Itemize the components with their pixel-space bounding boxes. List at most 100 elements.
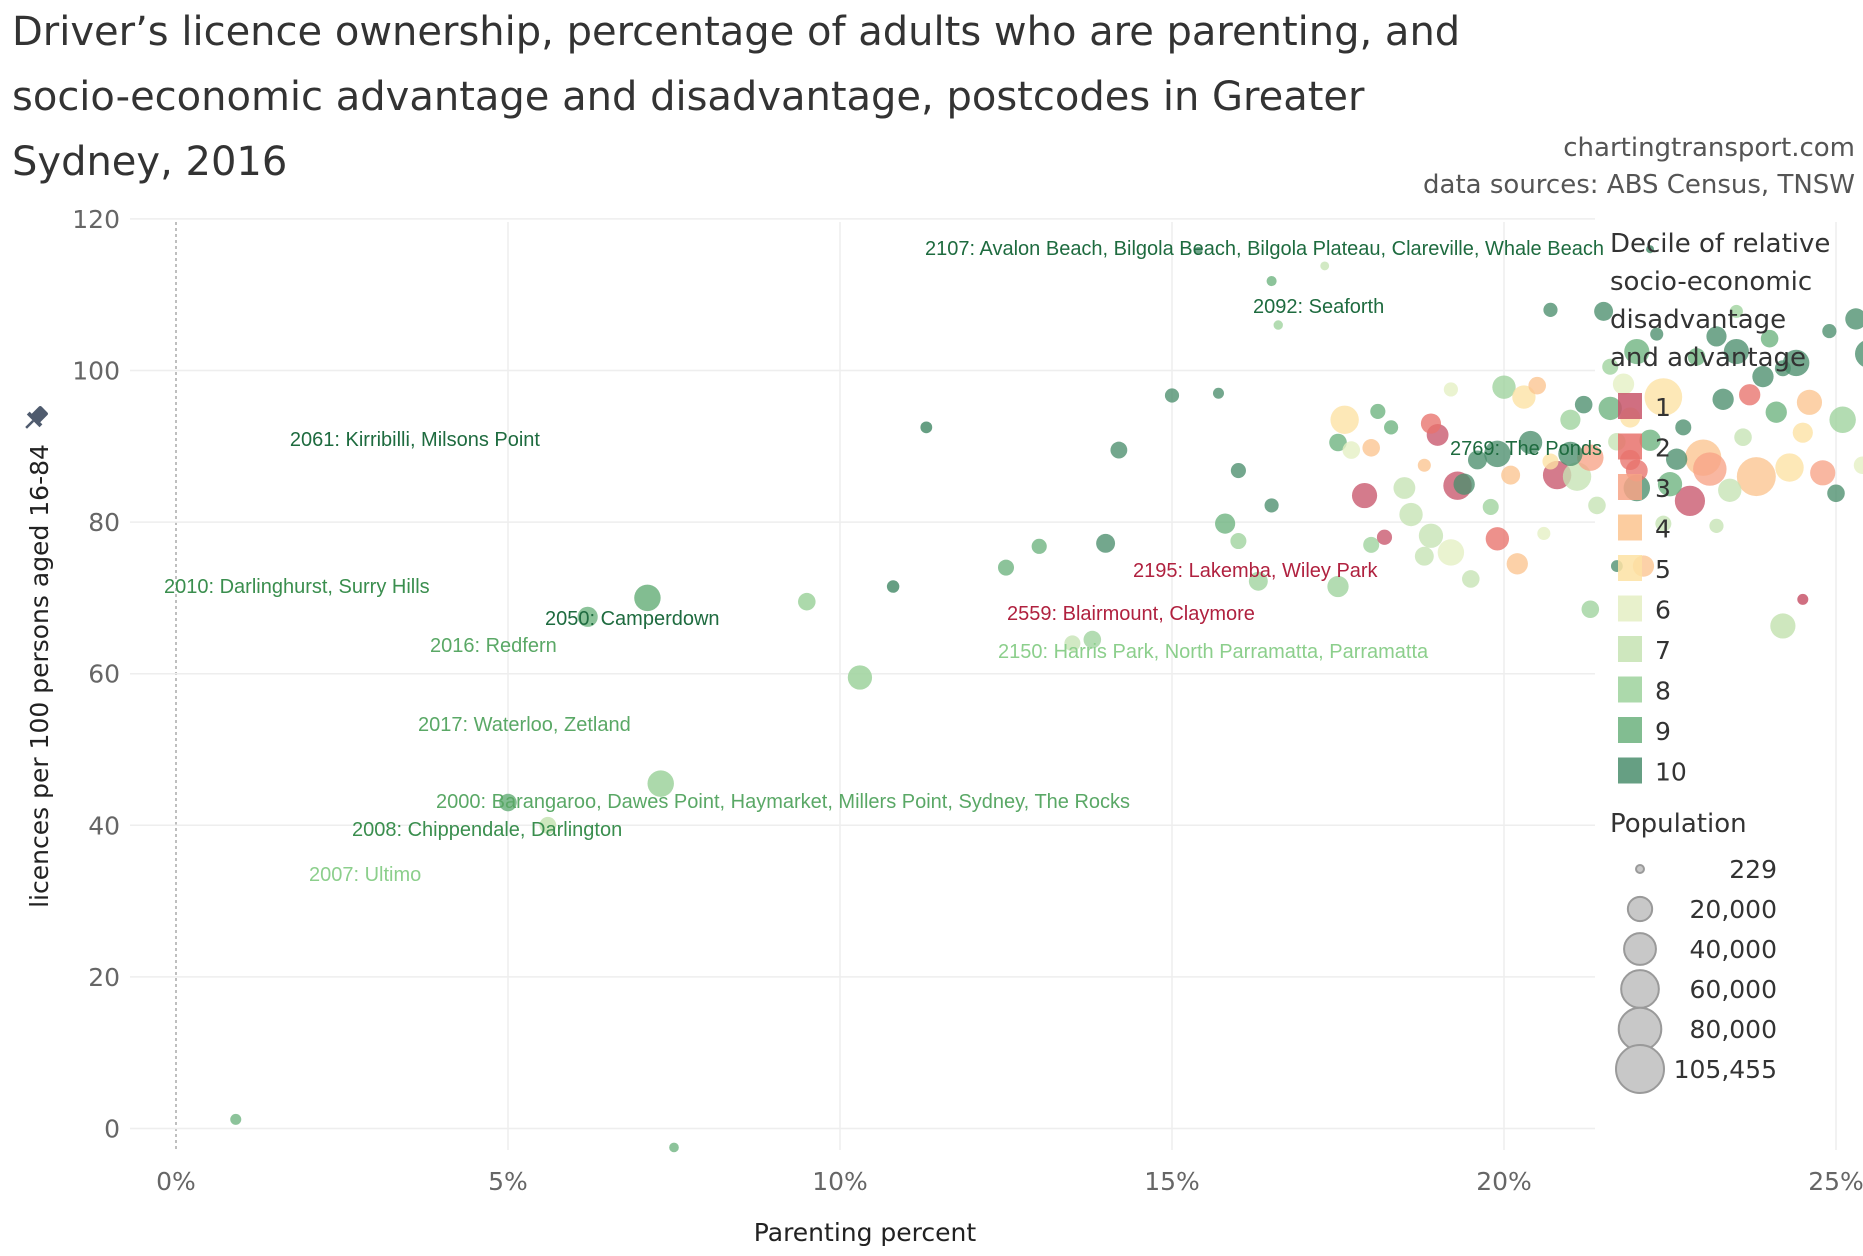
- data-point: [1693, 452, 1727, 486]
- data-point: [1031, 538, 1047, 554]
- data-point: [1482, 498, 1499, 515]
- data-point: [1370, 403, 1386, 420]
- size-legend-label: 20,000: [1690, 895, 1777, 924]
- data-point: [669, 1142, 679, 1153]
- labeled-point: [847, 665, 873, 690]
- chart-title-line-1: Driver’s licence ownership, percentage o…: [12, 9, 1460, 55]
- point-label: 2150: Harris Park, North Parramatta, Par…: [998, 641, 1429, 663]
- data-point: [1792, 422, 1813, 443]
- color-legend-swatch: [1618, 717, 1642, 743]
- x-axis-ticks: 0%5%10%15%20%25%30%35%40%: [156, 1167, 1863, 1196]
- color-legend: Decile of relative socio-economic disadv…: [1610, 229, 1830, 787]
- data-point: [1687, 348, 1706, 366]
- data-point: [1665, 448, 1688, 470]
- data-point: [1528, 376, 1546, 395]
- labeled-point: [1770, 613, 1796, 639]
- data-point: [1706, 326, 1727, 347]
- color-legend-swatch: [1618, 636, 1642, 662]
- data-point: [1765, 401, 1787, 423]
- point-label: 2017: Waterloo, Zetland: [418, 714, 631, 736]
- size-legend-circle: [1623, 932, 1657, 966]
- data-point: [1320, 261, 1330, 271]
- color-legend-title-4: and advantage: [1610, 343, 1806, 373]
- labeled-point: [1797, 593, 1809, 605]
- data-point: [1760, 329, 1779, 348]
- color-legend-label: 8: [1655, 677, 1671, 706]
- data-point: [1506, 553, 1528, 575]
- data-point: [1414, 546, 1434, 566]
- data-point: [1542, 453, 1559, 470]
- labeled-point: [1646, 245, 1655, 254]
- pin-icon[interactable]: [20, 403, 51, 434]
- credit-site: chartingtransport.com: [1563, 133, 1855, 163]
- data-point: [1562, 462, 1592, 491]
- data-point: [1230, 462, 1246, 479]
- color-legend-title-3: disadvantage: [1610, 305, 1786, 335]
- data-point: [1462, 570, 1480, 588]
- size-legend-label: 80,000: [1690, 1015, 1777, 1044]
- data-point: [1230, 533, 1247, 550]
- data-point: [1723, 338, 1749, 365]
- color-legend-title-2: socio-economic: [1610, 267, 1812, 297]
- color-legend-label: 4: [1655, 515, 1671, 544]
- color-legend-label: 2: [1655, 434, 1671, 463]
- chart-title-line-3: Sydney, 2016: [12, 139, 287, 185]
- data-point: [1674, 485, 1706, 516]
- labeled-point: [798, 592, 816, 611]
- data-point: [1376, 529, 1393, 545]
- y-tick-label: 60: [88, 660, 120, 689]
- data-point: [1453, 473, 1475, 495]
- data-point: [1709, 518, 1724, 533]
- data-point: [1822, 323, 1837, 339]
- chart-title-line-2: socio-economic advantage and disadvantag…: [12, 74, 1365, 120]
- size-legend-circle: [1617, 1006, 1663, 1052]
- data-point: [1164, 388, 1180, 403]
- data-point: [1384, 420, 1399, 435]
- x-tick-label: 20%: [1476, 1167, 1532, 1196]
- data-point: [1393, 477, 1416, 499]
- data-point: [1537, 526, 1551, 541]
- data-point: [1342, 441, 1361, 459]
- data-point: [1362, 439, 1380, 457]
- y-axis-ticks: 0 20 40 60 80 100 120: [72, 205, 120, 1144]
- x-axis-title: Parenting percent: [754, 1218, 977, 1247]
- data-point: [1655, 515, 1672, 532]
- size-legend-label: 105,455: [1674, 1055, 1777, 1084]
- color-legend-swatch: [1618, 433, 1642, 460]
- y-tick-label: 20: [88, 963, 120, 992]
- color-legend-label: 10: [1655, 758, 1687, 787]
- data-point: [1855, 341, 1863, 367]
- point-label: 2016: Redfern: [430, 635, 557, 657]
- point-label: 2195: Lakemba, Wiley Park: [1133, 560, 1379, 582]
- data-point: [1467, 450, 1487, 470]
- data-point: [1492, 375, 1516, 399]
- data-point: [1215, 513, 1236, 534]
- data-point: [1718, 478, 1742, 502]
- data-point: [1083, 630, 1102, 649]
- size-legend-title: Population: [1610, 809, 1747, 839]
- data-point: [1560, 409, 1581, 430]
- data-point: [1853, 456, 1863, 475]
- y-tick-label: 40: [88, 811, 120, 840]
- data-point: [1443, 382, 1458, 397]
- color-legend-swatch: [1618, 595, 1642, 622]
- data-point: [1501, 465, 1521, 485]
- data-point: [1329, 433, 1347, 452]
- data-point: [1734, 428, 1752, 446]
- data-point: [1775, 453, 1804, 482]
- data-point: [1273, 320, 1283, 330]
- chart-title: Driver’s licence ownership, percentage o…: [12, 9, 1460, 185]
- data-point: [1827, 484, 1845, 503]
- color-legend-swatch: [1618, 555, 1642, 581]
- point-label: 2769: The Ponds: [1450, 438, 1602, 460]
- labeled-points: [499, 245, 1809, 834]
- data-point: [1736, 457, 1776, 497]
- credits: chartingtransport.com data sources: ABS …: [1423, 133, 1855, 200]
- y-tick-label: 100: [72, 357, 120, 386]
- data-point: [1739, 384, 1761, 406]
- color-legend-swatch: [1618, 676, 1642, 703]
- data-point: [1594, 301, 1614, 321]
- data-point: [1484, 440, 1511, 468]
- x-tick-label: 5%: [488, 1167, 528, 1196]
- size-legend-circle: [1620, 969, 1660, 1009]
